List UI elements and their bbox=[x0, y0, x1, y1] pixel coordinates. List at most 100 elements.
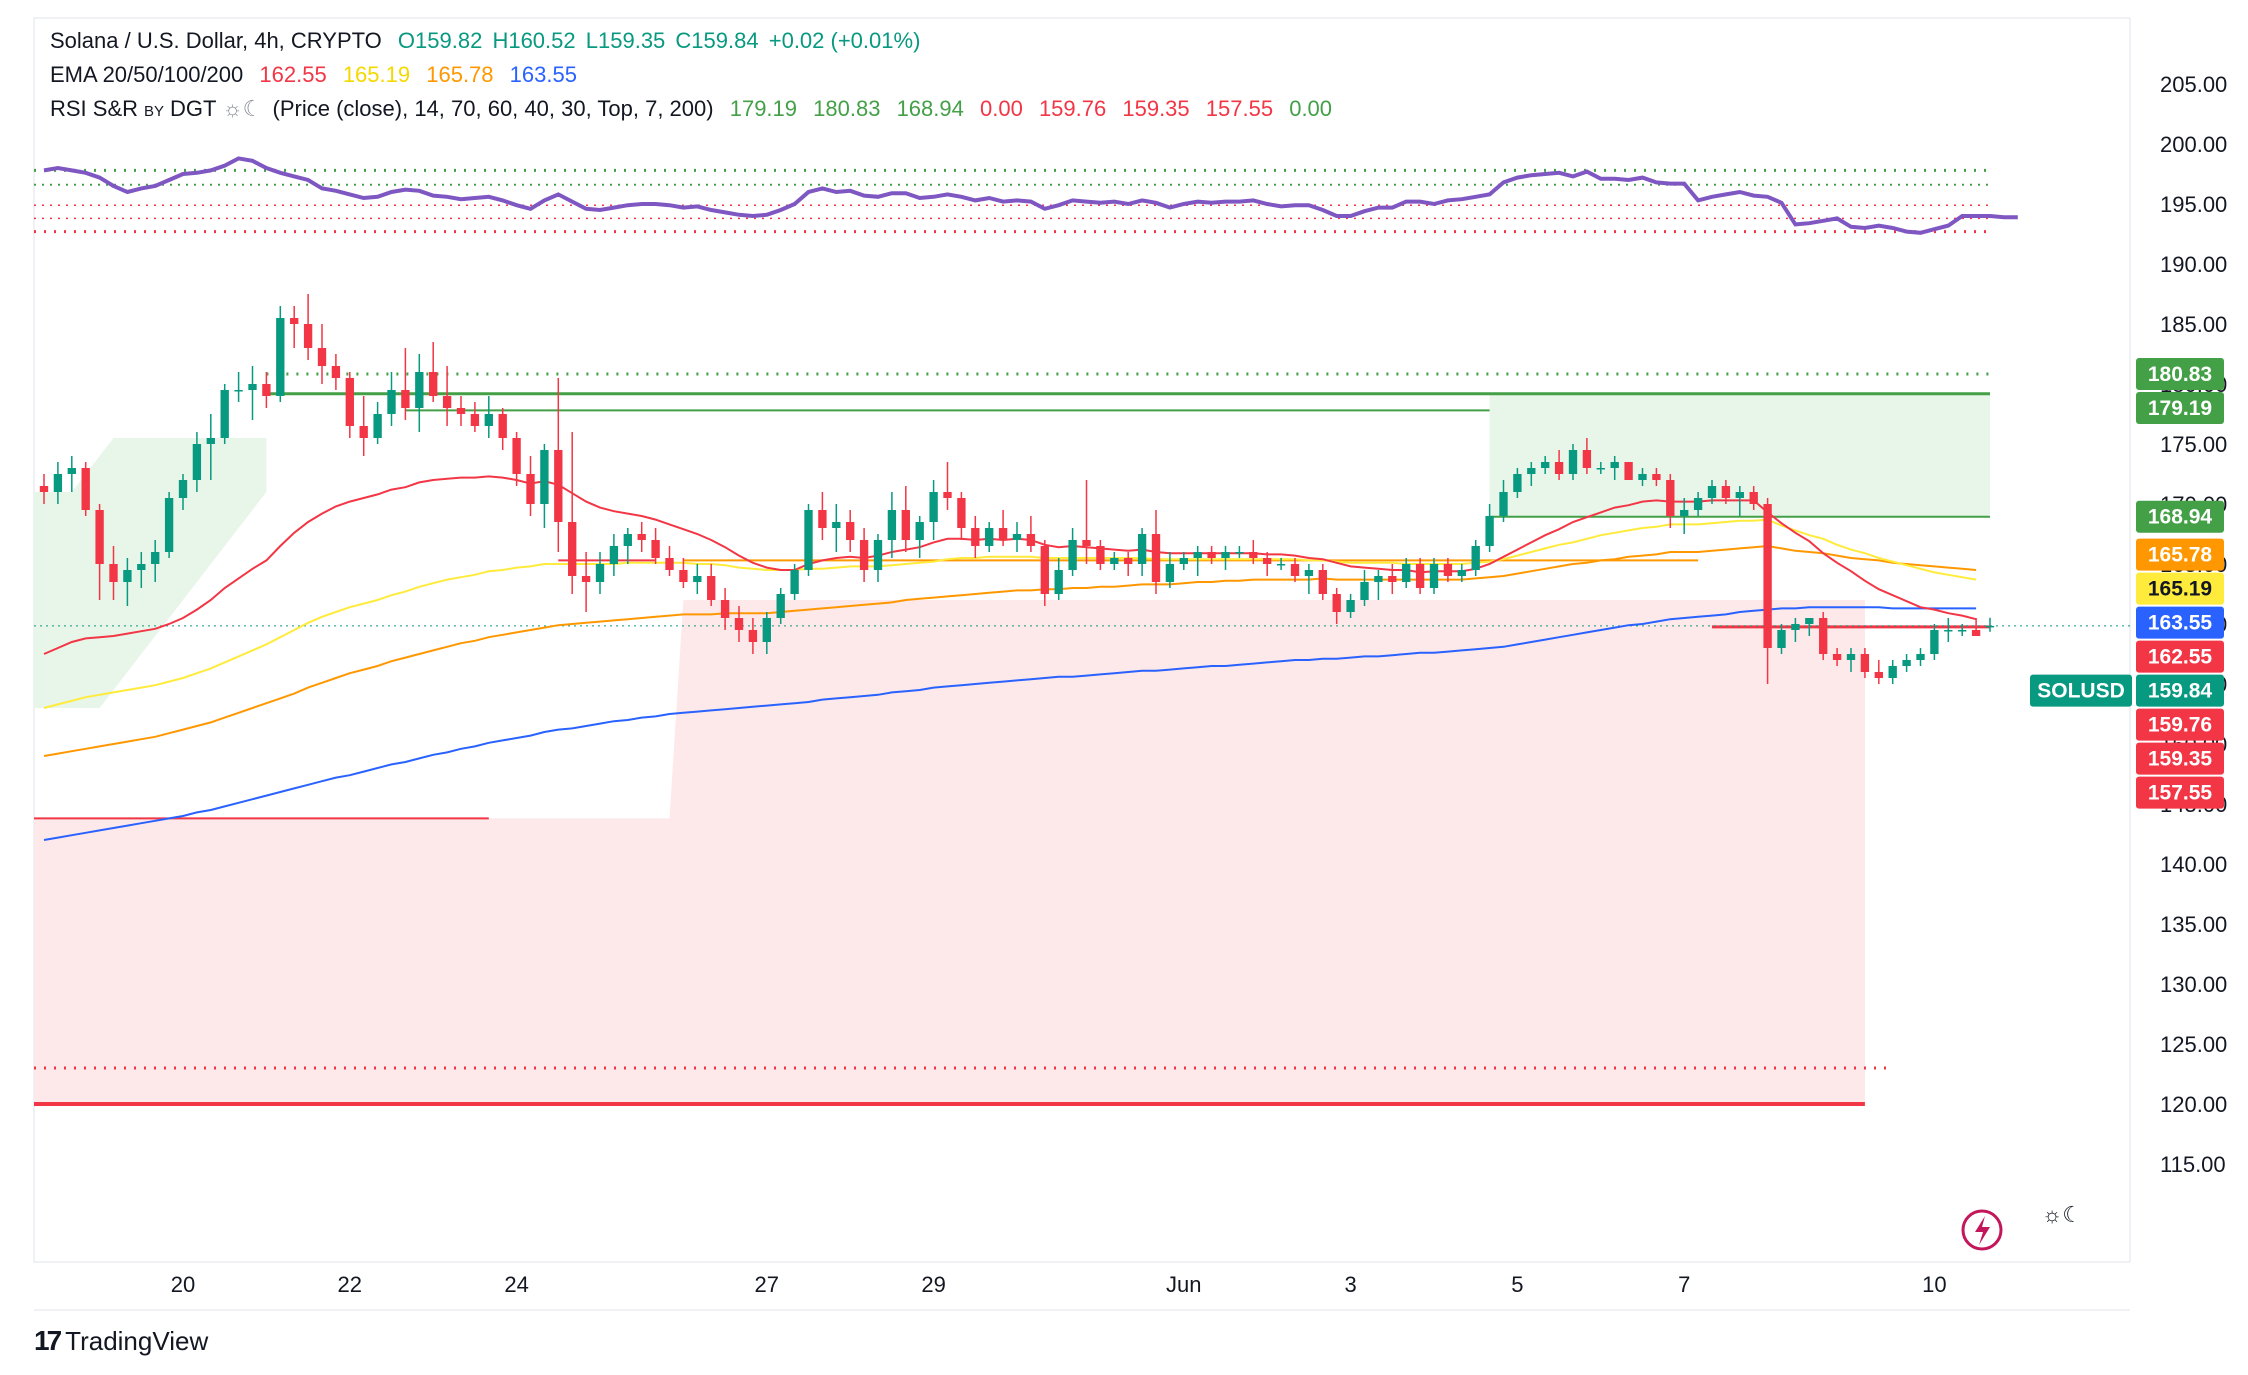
candle-body bbox=[734, 618, 744, 630]
ema-legend[interactable]: EMA 20/50/100/200 162.55 165.19 165.78 1… bbox=[50, 62, 587, 88]
change-value: +0.02 (+0.01%) bbox=[768, 28, 921, 53]
candle-body bbox=[262, 384, 271, 396]
price-axis-label: 140.00 bbox=[2160, 852, 2227, 877]
price-tag-163-55 bbox=[2136, 606, 2224, 639]
candle-body bbox=[1457, 570, 1466, 576]
candle-body bbox=[1290, 564, 1300, 576]
candle-body bbox=[151, 552, 160, 564]
ema100-value: 165.78 bbox=[426, 62, 494, 87]
candle-body bbox=[1541, 462, 1550, 468]
candle-body bbox=[651, 540, 660, 558]
candle-body bbox=[1068, 540, 1077, 570]
candle-body bbox=[971, 528, 980, 546]
candle-body bbox=[1680, 510, 1689, 516]
candle-body bbox=[873, 540, 883, 570]
candle-body bbox=[442, 396, 452, 408]
candle-body bbox=[512, 438, 521, 474]
candle-body bbox=[901, 510, 910, 540]
candle-body bbox=[1026, 534, 1036, 546]
candle-body bbox=[1332, 594, 1341, 612]
candle-body bbox=[415, 372, 424, 408]
price-axis-label: 185.00 bbox=[2160, 312, 2227, 337]
candle-body bbox=[1082, 540, 1091, 546]
price-axis-label: 195.00 bbox=[2160, 192, 2227, 217]
candle-body bbox=[1137, 534, 1147, 564]
price-tag-label: 180.83 bbox=[2148, 363, 2212, 386]
candle-body bbox=[748, 630, 758, 642]
candle-body bbox=[109, 564, 118, 582]
candle-body bbox=[1596, 468, 1605, 470]
candle-body bbox=[707, 576, 716, 600]
candle-body bbox=[1221, 552, 1230, 558]
candle-body bbox=[1429, 564, 1439, 588]
rsi-value-3: 168.94 bbox=[896, 96, 964, 121]
time-axis-label: 24 bbox=[504, 1272, 528, 1297]
candle-body bbox=[137, 564, 146, 570]
close-value: C159.84 bbox=[675, 28, 759, 53]
candle-body bbox=[1527, 468, 1536, 474]
candle-body bbox=[1805, 618, 1814, 624]
candle-body bbox=[554, 450, 563, 522]
candle-body bbox=[609, 546, 619, 564]
candle-body bbox=[720, 600, 730, 618]
time-axis-label: 3 bbox=[1344, 1272, 1356, 1297]
time-axis-label: Jun bbox=[1166, 1272, 1201, 1297]
candle-body bbox=[1791, 624, 1800, 630]
candle-body bbox=[1693, 498, 1703, 510]
candle-body bbox=[1110, 558, 1119, 564]
candle-body bbox=[1666, 480, 1675, 516]
candle-body bbox=[1499, 492, 1508, 516]
ema50-value: 165.19 bbox=[342, 62, 411, 87]
candle-body bbox=[1207, 552, 1216, 558]
candle-body bbox=[1749, 492, 1758, 504]
price-tag-label: 159.35 bbox=[2148, 748, 2213, 771]
candle-body bbox=[387, 390, 396, 414]
price-axis-label: 190.00 bbox=[2160, 252, 2227, 277]
candle-body bbox=[1860, 654, 1870, 672]
candle-body bbox=[67, 468, 76, 474]
candle-body bbox=[290, 318, 299, 324]
price-tag-165-78 bbox=[2136, 538, 2224, 571]
candle-body bbox=[985, 528, 994, 546]
candle-body bbox=[1819, 618, 1828, 654]
symbol-legend: Solana / U.S. Dollar, 4h, CRYPTO O159.82… bbox=[50, 28, 930, 54]
candle-body bbox=[1874, 672, 1883, 678]
price-tag-label: 162.55 bbox=[2148, 646, 2213, 669]
candle-body bbox=[581, 576, 591, 582]
candle-body bbox=[1846, 654, 1856, 660]
price-tag-157-55 bbox=[2136, 776, 2224, 809]
candle-body bbox=[1610, 462, 1619, 468]
candle-body bbox=[804, 510, 813, 570]
candle-body bbox=[1971, 630, 1981, 636]
candle-body bbox=[317, 348, 327, 366]
price-tag-159-35 bbox=[2136, 742, 2224, 775]
candle-body bbox=[359, 426, 368, 438]
candle-body bbox=[429, 372, 438, 396]
candle-body bbox=[1485, 516, 1494, 546]
candle-body bbox=[1012, 534, 1022, 540]
candle-body bbox=[998, 528, 1008, 540]
candle-body bbox=[1902, 660, 1911, 666]
candle-body bbox=[1054, 570, 1063, 594]
candle-body bbox=[373, 414, 382, 438]
price-tag-label: 163.55 bbox=[2148, 612, 2213, 635]
candle-body bbox=[832, 522, 841, 528]
candle-body bbox=[53, 474, 63, 492]
price-tag-179-19 bbox=[2136, 392, 2224, 425]
candle-body bbox=[1652, 474, 1661, 480]
candle-body bbox=[1985, 625, 1995, 628]
symbol-title[interactable]: Solana / U.S. Dollar, 4h, CRYPTO bbox=[50, 28, 382, 53]
rsi-by: by bbox=[144, 96, 165, 121]
rsi-value-7: 157.55 bbox=[1205, 96, 1274, 121]
lightning-icon[interactable] bbox=[1961, 1209, 2003, 1251]
ema100-line bbox=[43, 544, 1977, 757]
time-axis-label: 7 bbox=[1678, 1272, 1690, 1297]
candle-body bbox=[540, 450, 549, 504]
tradingview-logo[interactable]: 17 TradingView bbox=[34, 1325, 208, 1357]
rsi-legend[interactable]: RSI S&R by DGT ☼☾ (Price (close), 14, 70, 6… bbox=[50, 96, 1342, 122]
rsi-value-2: 180.83 bbox=[813, 96, 881, 121]
candle-body bbox=[1471, 546, 1480, 570]
price-tag-label: 179.19 bbox=[2148, 397, 2212, 420]
price-tag-label: 165.78 bbox=[2148, 544, 2213, 567]
